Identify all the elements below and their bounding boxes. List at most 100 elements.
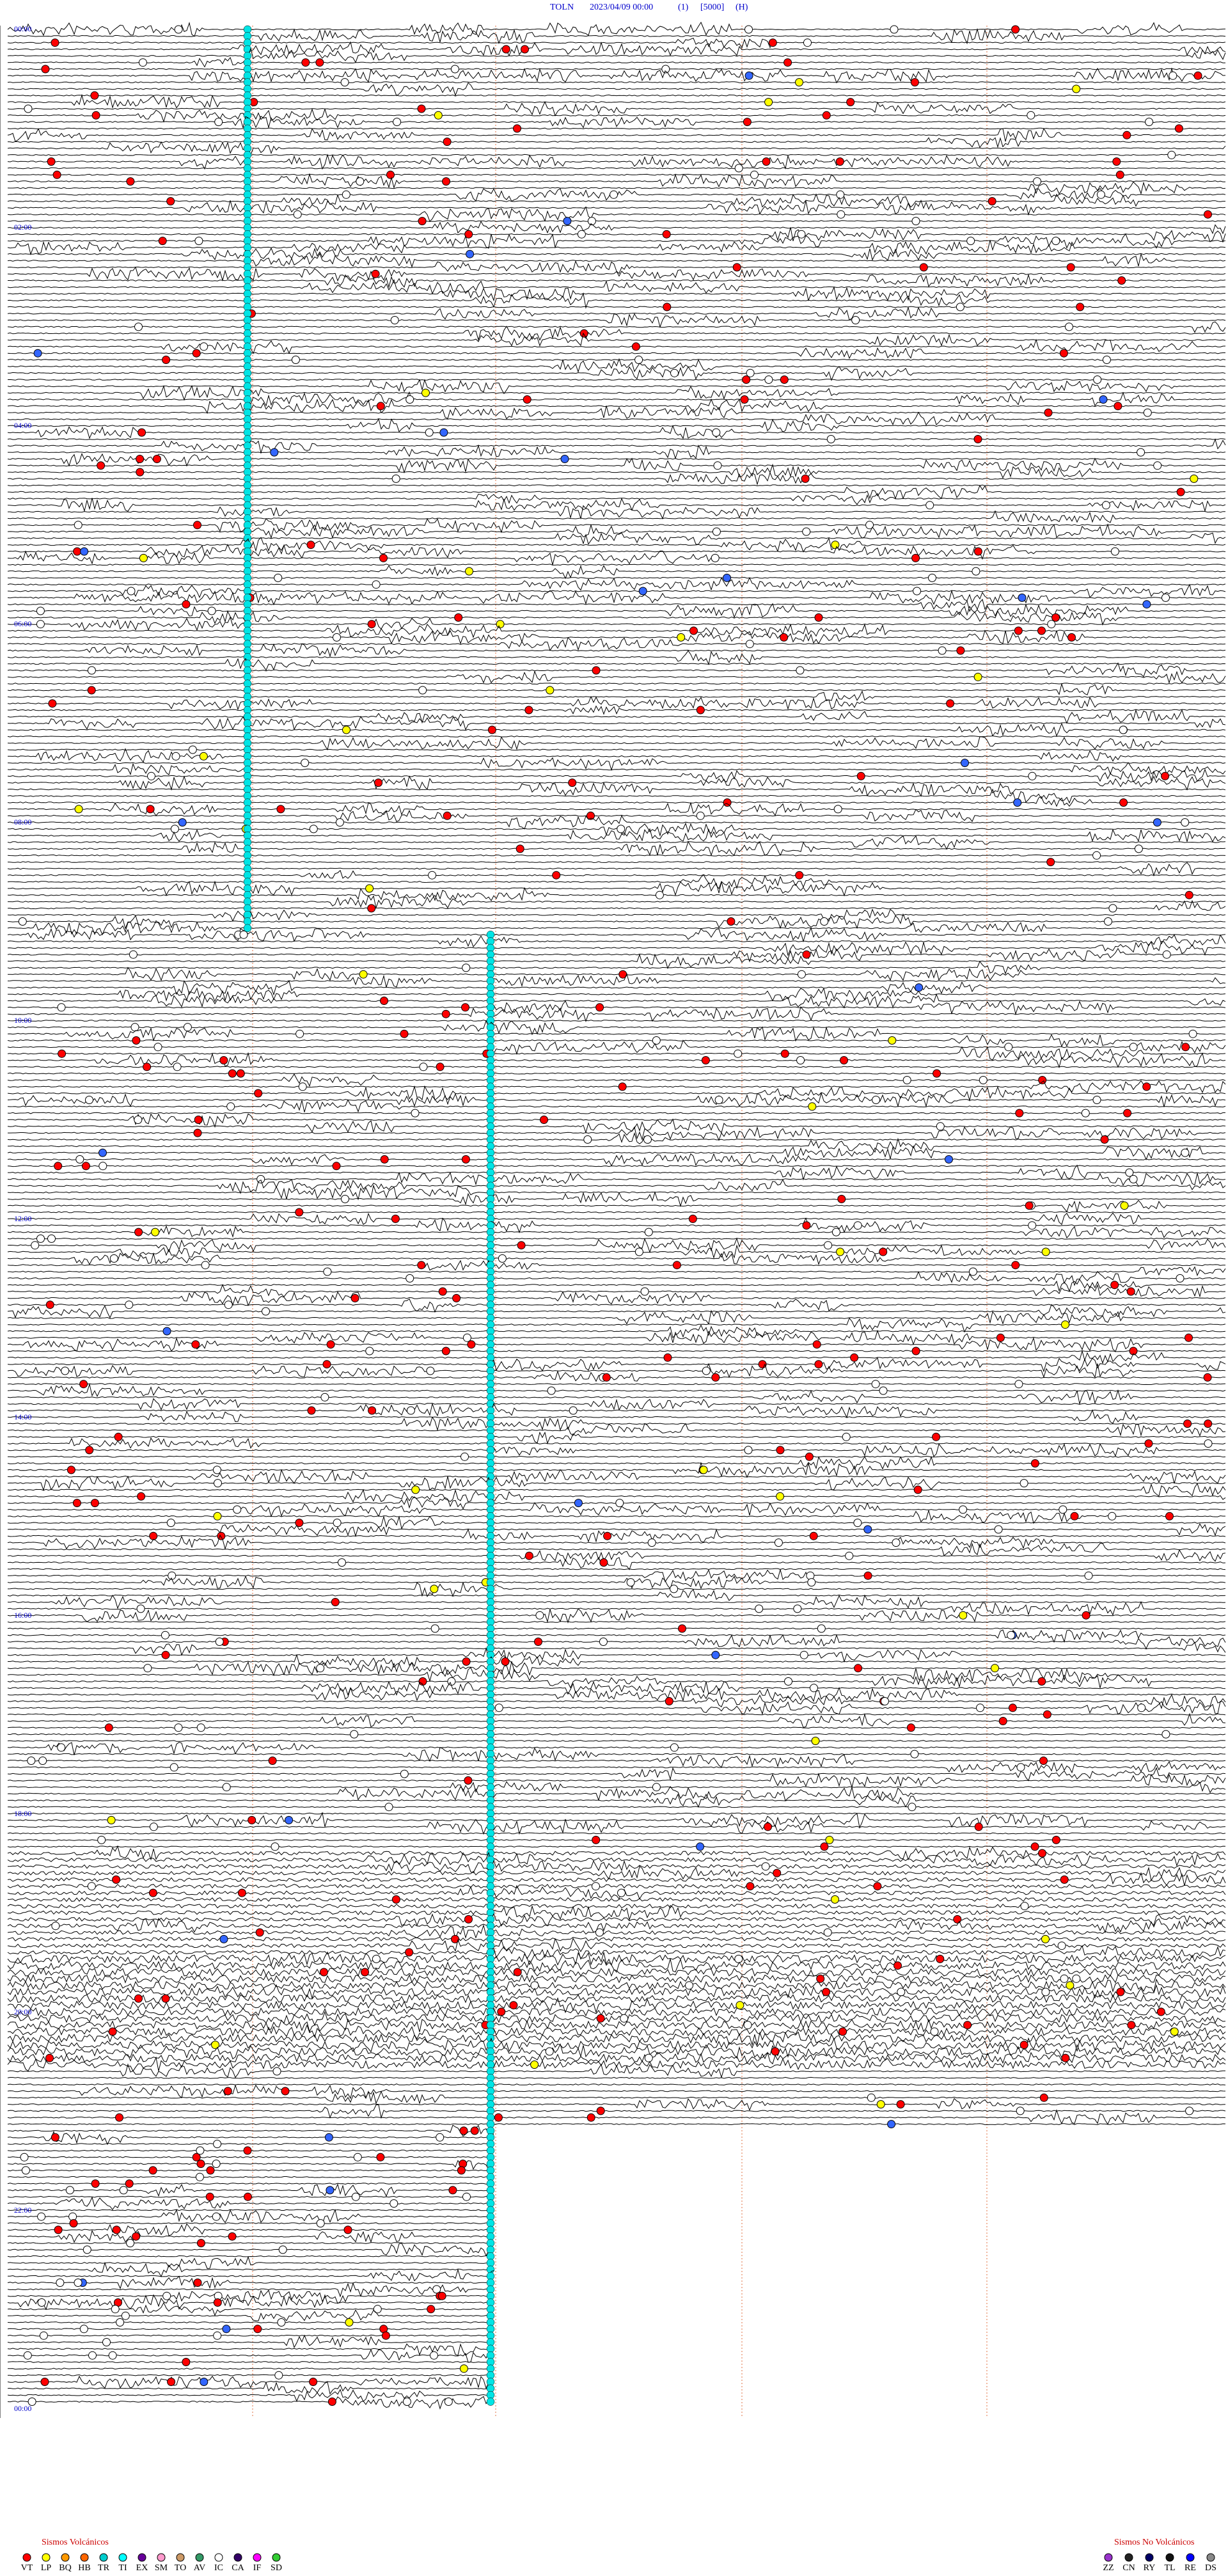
- event-marker: [112, 1875, 121, 1884]
- event-marker: [1174, 124, 1183, 133]
- event-marker: [386, 170, 395, 179]
- event-marker: [212, 2212, 221, 2221]
- event-marker: [373, 2305, 382, 2314]
- event-marker: [194, 1116, 203, 1124]
- trace: [7, 828, 1226, 842]
- event-marker: [56, 2279, 65, 2287]
- trace: [7, 775, 1226, 791]
- trace: [7, 1581, 1226, 1597]
- event-marker: [1011, 1261, 1020, 1270]
- event-marker: [1004, 1043, 1013, 1052]
- trace: [7, 1212, 1226, 1226]
- trace: [7, 1113, 1226, 1128]
- trace: [7, 1885, 1226, 1900]
- legend-marker: [118, 2553, 127, 2562]
- legend-marker: [42, 2553, 51, 2562]
- event-marker: [441, 1009, 450, 1018]
- event-marker: [1117, 276, 1126, 285]
- event-marker: [87, 686, 96, 695]
- event-marker: [577, 230, 586, 239]
- trace: [7, 1455, 1226, 1458]
- event-marker: [1030, 1842, 1039, 1851]
- event-marker: [417, 1261, 426, 1270]
- trace: [7, 1528, 1226, 1543]
- event-marker: [583, 1135, 592, 1144]
- trace: [7, 690, 1225, 702]
- trace: [7, 306, 1226, 321]
- event-marker: [219, 1934, 228, 1943]
- event-marker: [226, 1102, 235, 1111]
- trace: [8, 2268, 494, 2282]
- event-marker: [712, 428, 721, 437]
- trace: [7, 493, 1226, 505]
- event-marker: [417, 104, 426, 113]
- event-marker: [430, 1584, 439, 1593]
- trace: [8, 463, 1226, 479]
- trace: [7, 1179, 1226, 1194]
- trace: [8, 82, 1226, 97]
- event-marker: [57, 1003, 66, 1012]
- event-marker: [1016, 2106, 1025, 2115]
- event-marker: [149, 1822, 158, 1831]
- trace: [7, 2156, 494, 2158]
- event-marker: [631, 342, 640, 351]
- trace: [7, 1938, 1226, 1952]
- trace: [7, 1588, 1226, 1601]
- trace: [7, 1020, 1226, 1036]
- legend-code: TL: [1164, 2563, 1175, 2573]
- trace: [7, 2196, 494, 2211]
- trace: [8, 1284, 1226, 1298]
- event-marker: [379, 553, 388, 562]
- event-marker: [699, 1466, 708, 1474]
- trace: [7, 1085, 1226, 1102]
- trace: [7, 1145, 1226, 1161]
- legend-code: LP: [41, 2563, 52, 2573]
- trace: [8, 1266, 1226, 1277]
- event-marker: [802, 950, 811, 959]
- trace: [7, 861, 1226, 864]
- event-marker: [780, 375, 789, 384]
- event-marker: [470, 2126, 479, 2135]
- trace: [7, 1936, 1226, 1942]
- event-marker: [436, 2133, 445, 2142]
- trace: [7, 1608, 1226, 1624]
- event-marker: [853, 1221, 862, 1230]
- event-marker: [1057, 1941, 1066, 1950]
- trace: [7, 2289, 494, 2304]
- event-marker: [48, 699, 57, 708]
- event-marker: [973, 547, 982, 556]
- event-marker: [928, 573, 936, 582]
- trace: [7, 1363, 1226, 1379]
- event-marker: [568, 778, 577, 787]
- event-marker: [24, 104, 33, 113]
- event-marker: [634, 356, 643, 364]
- event-marker: [867, 2093, 876, 2102]
- event-marker: [711, 1650, 720, 1659]
- trace: [7, 1997, 1226, 2014]
- trace: [7, 709, 1226, 724]
- trace: [7, 2242, 494, 2244]
- event-marker: [530, 2060, 539, 2069]
- event-marker: [863, 1571, 872, 1580]
- trace: [8, 444, 1226, 460]
- trace: [7, 1153, 1226, 1167]
- event-marker: [340, 78, 349, 87]
- station: TOLN: [550, 3, 574, 12]
- event-marker: [270, 448, 279, 457]
- event-marker: [966, 237, 975, 246]
- trace: [7, 358, 1226, 373]
- trace: [7, 1647, 1226, 1663]
- event-marker: [911, 217, 920, 226]
- event-marker: [783, 58, 792, 67]
- time-label: 06:00: [14, 619, 31, 628]
- event-marker: [322, 1360, 331, 1369]
- trace: [7, 1913, 1226, 1927]
- trace: [7, 1437, 1226, 1449]
- legend-code: TO: [175, 2563, 186, 2573]
- event-marker: [69, 2219, 78, 2228]
- time-label: 18:00: [14, 1809, 31, 1818]
- trace: [8, 1568, 1226, 1583]
- event-marker: [91, 2179, 100, 2188]
- trace: [7, 2104, 1226, 2119]
- event-marker: [171, 752, 180, 761]
